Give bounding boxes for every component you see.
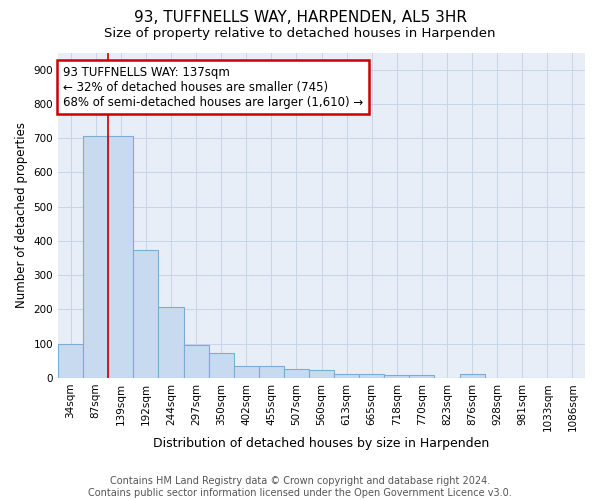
- Bar: [133, 250, 158, 378]
- Y-axis label: Number of detached properties: Number of detached properties: [15, 122, 28, 308]
- Bar: [334, 374, 359, 378]
- Text: Contains HM Land Registry data © Crown copyright and database right 2024.
Contai: Contains HM Land Registry data © Crown c…: [88, 476, 512, 498]
- Text: 93, TUFFNELLS WAY, HARPENDEN, AL5 3HR: 93, TUFFNELLS WAY, HARPENDEN, AL5 3HR: [133, 10, 467, 25]
- Bar: [233, 366, 259, 378]
- X-axis label: Distribution of detached houses by size in Harpenden: Distribution of detached houses by size …: [154, 437, 490, 450]
- Bar: [184, 344, 209, 378]
- Bar: [460, 374, 485, 378]
- Bar: [359, 374, 384, 378]
- Bar: [108, 136, 133, 378]
- Bar: [83, 136, 108, 378]
- Text: Size of property relative to detached houses in Harpenden: Size of property relative to detached ho…: [104, 28, 496, 40]
- Bar: [209, 354, 233, 378]
- Text: 93 TUFFNELLS WAY: 137sqm
← 32% of detached houses are smaller (745)
68% of semi-: 93 TUFFNELLS WAY: 137sqm ← 32% of detach…: [64, 66, 364, 108]
- Bar: [309, 370, 334, 378]
- Bar: [259, 366, 284, 378]
- Bar: [409, 374, 434, 378]
- Bar: [58, 344, 83, 378]
- Bar: [284, 368, 309, 378]
- Bar: [158, 306, 184, 378]
- Bar: [384, 374, 409, 378]
